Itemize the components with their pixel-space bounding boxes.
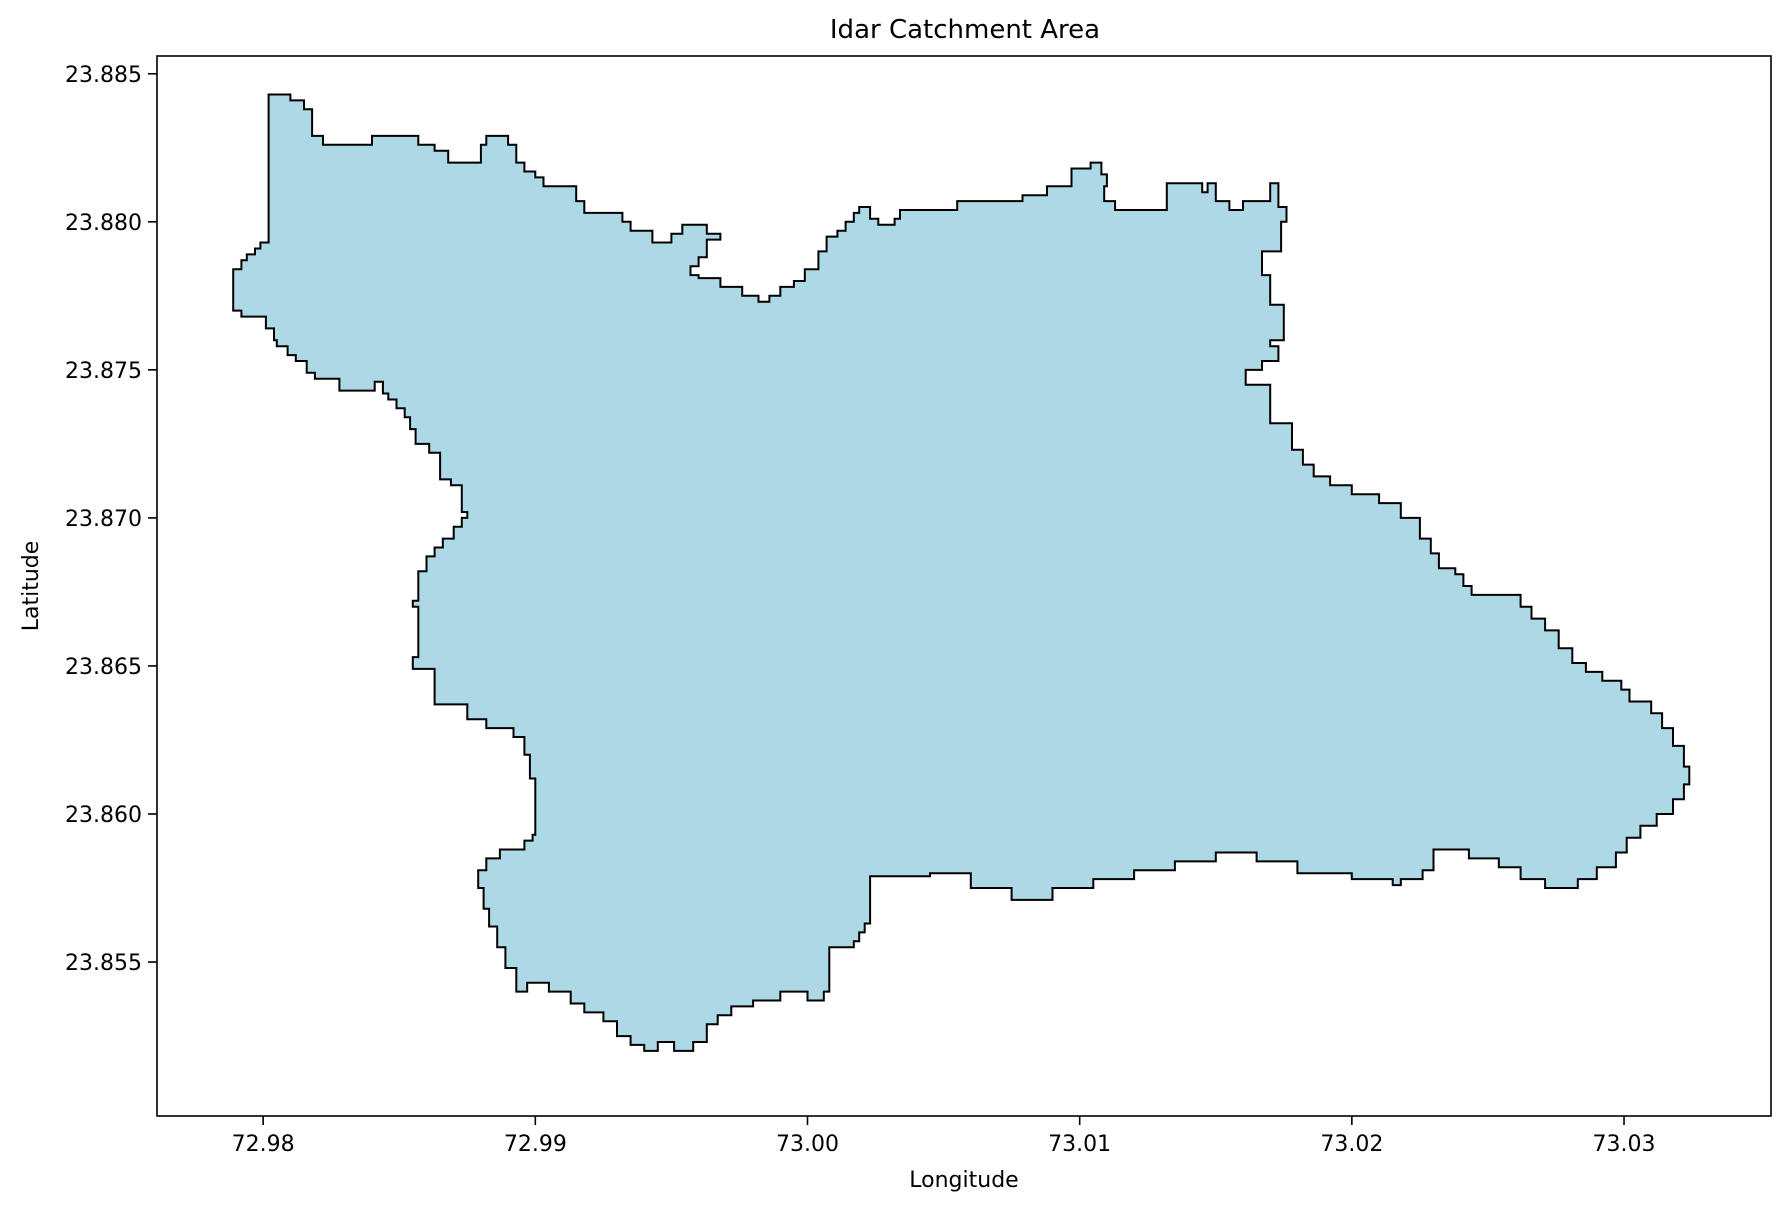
x-tick-label: 72.99	[504, 1132, 567, 1157]
plot-area	[156, 55, 1772, 1117]
y-axis-ticks: 23.855 23.860 23.865 23.870 23.875 23.880 23.8…	[65, 63, 157, 976]
x-tick-label: 73.01	[1048, 1132, 1111, 1157]
y-axis-label: Latitude	[19, 541, 44, 632]
y-tick-label: 23.880	[65, 211, 142, 236]
y-tick-label: 23.875	[65, 359, 142, 384]
x-tick-label: 73.02	[1320, 1132, 1383, 1157]
x-tick-label: 73.03	[1593, 1132, 1656, 1157]
y-tick-label: 23.855	[65, 951, 142, 976]
y-tick-label: 23.865	[65, 655, 142, 680]
x-axis-label: Longitude	[909, 1168, 1018, 1193]
x-tick-label: 72.98	[232, 1132, 295, 1157]
y-tick-label: 23.885	[65, 63, 142, 88]
catchment-area-polygon	[232, 93, 1691, 1052]
axes-frame	[156, 55, 1772, 1117]
x-tick-label: 73.00	[776, 1132, 839, 1157]
x-axis-ticks: 72.98 72.99 73.00 73.01 73.02 73.03	[232, 1116, 1656, 1157]
chart-title: Idar Catchment Area	[830, 15, 1100, 45]
y-tick-label: 23.860	[65, 803, 142, 828]
y-tick-label: 23.870	[65, 507, 142, 532]
